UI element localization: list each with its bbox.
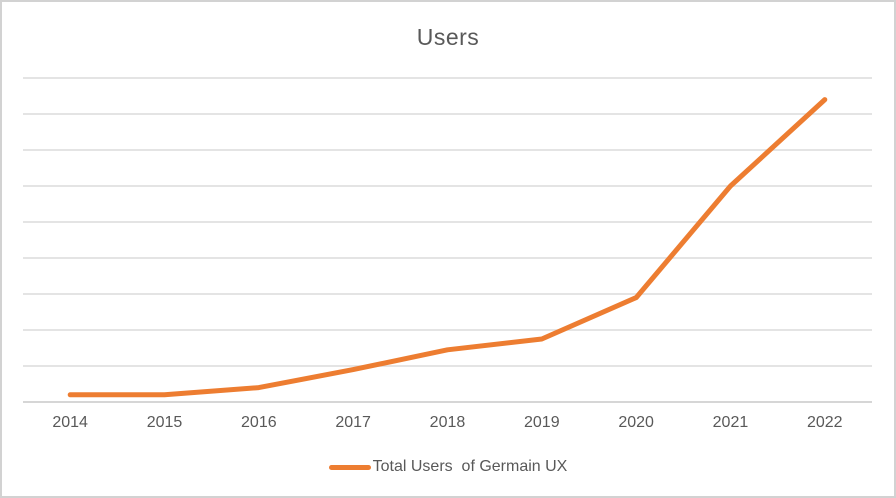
x-tick-label-2015: 2015 (146, 414, 183, 431)
x-tick-label-2016: 2016 (241, 414, 277, 431)
x-tick-label-2022: 2022 (806, 414, 843, 431)
x-tick-label-2017: 2017 (335, 414, 371, 431)
legend: Total Users of Germain UX (2, 458, 894, 476)
x-axis: 2014 2015 2016 2017 2018 2019 2020 2021 … (23, 413, 872, 433)
x-tick-label-2021: 2021 (712, 414, 749, 431)
series-line-total-users (67, 97, 828, 398)
x-tick-label-2018: 2018 (429, 414, 466, 431)
legend-series-label: Total Users of Germain UX (372, 458, 568, 475)
x-tick-label-2019: 2019 (524, 414, 560, 431)
legend-line-marker (328, 464, 371, 470)
chart-title: Users (416, 24, 480, 50)
x-tick-label-2014: 2014 (52, 414, 88, 431)
x-tick-label-2020: 2020 (618, 414, 654, 431)
